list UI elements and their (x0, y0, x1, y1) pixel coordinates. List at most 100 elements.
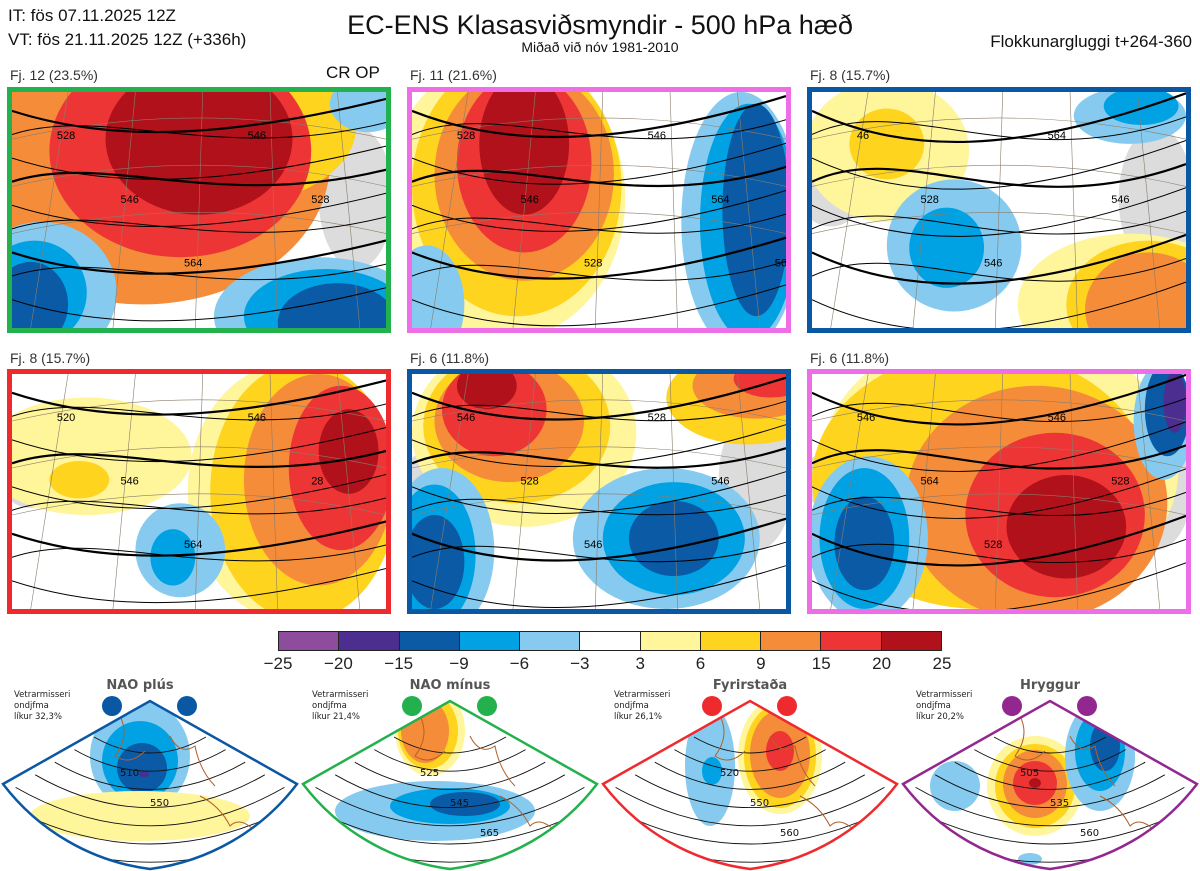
regime-map-content (603, 701, 897, 869)
contour-label: 565 (480, 828, 499, 839)
graticule-line (30, 374, 69, 609)
height-contour (12, 497, 386, 515)
height-contour (54, 761, 246, 790)
height-contour (412, 260, 786, 281)
regime-map-svg: 510 550 (1, 696, 299, 871)
anomaly-shading (430, 792, 500, 816)
regime-map-svg: 520 550 560 (601, 696, 899, 871)
contour-label: 560 (780, 828, 799, 839)
height-contour (812, 491, 1186, 517)
graticule-line (430, 92, 469, 328)
colorbar-tick-label: −3 (570, 654, 590, 673)
colorbar-tick-label: −6 (509, 654, 530, 673)
page-title: EC-ENS Klasasviðsmyndir - 500 hPa hæð (347, 10, 853, 40)
graticule-line (830, 374, 869, 609)
classification-window: Flokkunargluggi t+264-360 (990, 32, 1192, 51)
height-contour (12, 239, 386, 275)
regime-note-season: Vetrarmisseri (614, 690, 671, 700)
cr-op-label: CR OP (326, 63, 380, 82)
regime-marker-dot (477, 696, 497, 716)
map-svg: 46 528 546 564 546 (812, 92, 1186, 328)
height-contour (812, 444, 1186, 470)
height-contour (812, 281, 1186, 328)
land-shading (1118, 127, 1186, 269)
height-contour (412, 284, 786, 327)
height-contour (693, 736, 807, 754)
map-svg: 528 546 564 546 528 (12, 92, 386, 328)
height-contour (412, 165, 786, 188)
panel-label: Fj. 6 (11.8%) (410, 350, 490, 366)
colorbar-tick-label: 3 (635, 654, 645, 673)
anomaly-shading (456, 374, 517, 410)
contour-label: 28 (311, 475, 323, 487)
contour-label: 546 (457, 412, 475, 424)
graticule-line (269, 92, 278, 328)
height-contour (412, 376, 786, 421)
colorbar-tick-label: 20 (872, 654, 892, 673)
contour-label: 528 (520, 475, 538, 487)
regime-map-content (903, 701, 1197, 869)
regime-map-svg: 505 535 560 (901, 696, 1199, 871)
contour-label: 564 (1048, 130, 1066, 142)
height-contour (634, 774, 866, 809)
contour-label: 546 (584, 539, 602, 551)
colorbar (278, 631, 942, 651)
height-contour (812, 233, 1186, 285)
regime-note-probability: líkur 26,1% (614, 712, 662, 722)
height-contour (412, 494, 786, 516)
height-contour (12, 168, 386, 187)
map-svg: 528 546 528 546 564 564 (412, 92, 786, 328)
panel-label: Fj. 12 (23.5%) (10, 67, 98, 83)
regime-marker-dot (102, 696, 122, 716)
contour-label: 564 (920, 475, 938, 487)
height-contour (812, 187, 1186, 237)
contour-label: 546 (248, 412, 266, 424)
graticule-line (994, 92, 1004, 328)
initial-time: IT: fös 07.11.2025 12Z (8, 6, 176, 25)
height-contour (993, 736, 1107, 754)
regime-note-season: Vetrarmisseri (312, 690, 369, 700)
height-contour (812, 421, 1186, 472)
coastline (1014, 715, 1156, 832)
colorbar-swatch (459, 632, 521, 650)
height-contour (812, 514, 1186, 567)
contour-label: 525 (420, 768, 439, 779)
anomaly-shading (1085, 252, 1186, 328)
height-contour (412, 517, 786, 562)
regime-note-months: ondjfma (14, 701, 49, 711)
height-contour (12, 216, 386, 233)
colorbar-swatch (640, 632, 701, 650)
anomaly-shading (30, 791, 250, 841)
graticule-line (669, 374, 678, 609)
anomaly-shading (139, 771, 149, 777)
contour-label: 520 (720, 768, 739, 779)
colorbar-tick-label: −25 (263, 654, 293, 673)
contour-label: 46 (857, 130, 869, 142)
regime-note: Vetrarmisseri ondjfma líkur 26,1% (614, 690, 670, 723)
height-contour (12, 263, 386, 281)
graticule-line (594, 92, 604, 328)
anomaly-shading (849, 108, 925, 180)
height-contour (954, 761, 1146, 790)
contour-label: 520 (57, 412, 75, 424)
height-contour (812, 258, 1186, 282)
height-contour (12, 544, 386, 562)
height-contour (412, 213, 786, 234)
height-contour (334, 774, 566, 809)
graticule-line (1137, 92, 1161, 328)
colorbar-swatch (821, 632, 882, 650)
contour-label: 564 (184, 258, 202, 270)
height-contour (12, 449, 386, 468)
regime-note: Vetrarmisseri ondjfma líkur 20,2% (916, 690, 972, 723)
height-contour (12, 121, 386, 139)
regime-marker-dot (1002, 696, 1022, 716)
contour-label: 528 (584, 258, 602, 270)
height-contour (74, 749, 226, 772)
regime-reference-map: 520 550 560 Fyrirstaða Vetrarmisseri ondjf… (600, 676, 900, 871)
height-contour (615, 787, 885, 827)
regime-note-probability: líkur 32,3% (14, 712, 62, 722)
height-contour (412, 471, 786, 515)
contour-label: 546 (120, 475, 138, 487)
height-contour (412, 142, 786, 185)
regime-map-content (3, 701, 297, 869)
